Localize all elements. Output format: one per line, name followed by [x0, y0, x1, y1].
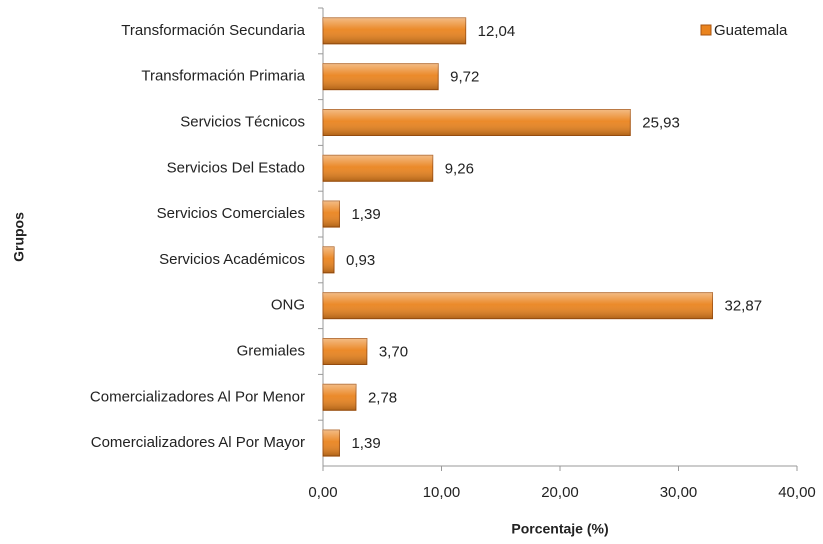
y-tick-label: Servicios Técnicos: [180, 113, 305, 130]
y-tick-label: ONG: [271, 297, 305, 314]
bar-shine: [323, 109, 631, 136]
y-tick-label: Gremiales: [237, 342, 305, 359]
y-tick-label: Servicios Comerciales: [157, 205, 305, 222]
y-axis-title: Grupos: [11, 212, 27, 262]
bar-shine: [323, 155, 433, 182]
bar-shine: [323, 384, 356, 411]
y-tick-label: Comercializadores Al Por Mayor: [91, 434, 305, 451]
bar-shine: [323, 292, 713, 319]
value-label: 9,26: [445, 160, 474, 177]
value-label: 2,78: [368, 389, 397, 406]
legend-label: Guatemala: [714, 22, 788, 39]
value-label: 1,39: [351, 206, 380, 223]
value-label: 9,72: [450, 69, 479, 86]
y-tick-label: Servicios Del Estado: [167, 159, 305, 176]
bar-shine: [323, 338, 367, 365]
x-tick-label: 40,00: [778, 484, 816, 501]
y-tick-label: Transformación Secundaria: [121, 22, 305, 39]
y-tick-label: Servicios Académicos: [159, 251, 305, 268]
x-tick-label: 0,00: [308, 484, 337, 501]
bar-shine: [323, 201, 340, 228]
legend-swatch: [700, 24, 712, 36]
x-tick-label: 20,00: [541, 484, 579, 501]
bar-shine: [323, 430, 340, 457]
x-tick-label: 30,00: [660, 484, 698, 501]
y-tick-label: Transformación Primaria: [141, 68, 305, 85]
value-label: 32,87: [725, 298, 763, 315]
value-label: 1,39: [351, 435, 380, 452]
value-label: 25,93: [642, 114, 680, 131]
value-label: 12,04: [478, 23, 516, 40]
x-tick-label: 10,00: [423, 484, 461, 501]
bar-shine: [323, 246, 335, 273]
bar-shine: [323, 17, 466, 44]
value-label: 3,70: [379, 343, 408, 360]
value-label: 0,93: [346, 252, 375, 269]
bar-shine: [323, 63, 439, 90]
y-tick-label: Comercializadores Al Por Menor: [90, 388, 305, 405]
x-axis-title: Porcentaje (%): [511, 521, 608, 537]
